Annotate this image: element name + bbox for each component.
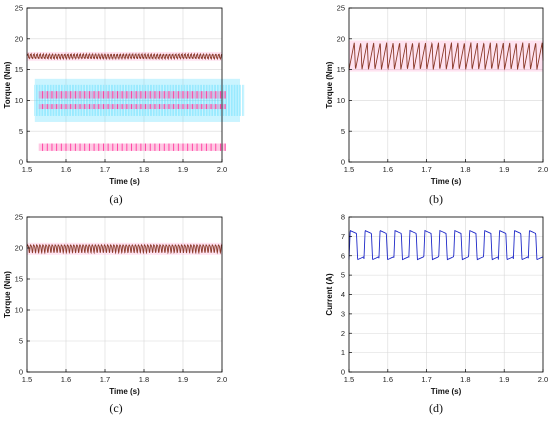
y-tick-label: 0 <box>19 368 23 377</box>
y-axis-label: Torque (Nm) <box>3 61 12 108</box>
chart-panel-c: 1.5 1.6 1.7 1.8 1.9 2.0 0 5 10 15 20 25 Time (s) Torq… <box>3 213 227 415</box>
x-axis-label: Time (s) <box>431 177 462 186</box>
series-band <box>27 51 222 61</box>
y-tick-label: 6 <box>341 251 345 260</box>
chart-panel-b: 1.5 1.6 1.7 1.8 1.9 2.0 0 5 10 15 20 25 Time (s) Torq… <box>325 4 548 206</box>
x-tick-label: 2.0 <box>217 165 227 174</box>
y-tick-label: 25 <box>15 213 23 222</box>
x-tick-label: 1.6 <box>61 165 71 174</box>
x-tick-label: 1.5 <box>22 165 32 174</box>
plot-area <box>349 8 543 162</box>
y-tick-label: 10 <box>337 96 345 105</box>
x-tick-label: 2.0 <box>538 375 548 384</box>
y-tick-label: 20 <box>15 244 23 253</box>
plot-area <box>27 217 222 372</box>
y-tick-label: 10 <box>15 306 23 315</box>
x-tick-label: 2.0 <box>217 375 227 384</box>
y-tick-label: 8 <box>341 213 345 222</box>
y-tick-label: 4 <box>341 290 345 299</box>
series-line-a <box>26 52 223 61</box>
x-tick-label: 1.8 <box>460 165 470 174</box>
y-tick-label: 25 <box>15 4 23 13</box>
x-tick-label: 2.0 <box>538 165 548 174</box>
x-tick-label: 1.9 <box>178 375 188 384</box>
y-tick-label: 2 <box>341 329 345 338</box>
x-tick-label: 1.7 <box>421 375 431 384</box>
chart-panel-a: 1.5 1.6 1.7 1.8 1.9 2.0 0 5 10 15 20 25 Time (s) Torq… <box>3 4 245 206</box>
y-tick-label: 20 <box>337 34 345 43</box>
x-tick-label: 1.5 <box>344 375 354 384</box>
x-tick-label: 1.9 <box>499 165 509 174</box>
x-axis-label: Time (s) <box>109 177 140 186</box>
y-axis-label: Torque (Nm) <box>3 271 12 318</box>
y-tick-label: 3 <box>341 309 345 318</box>
y-tick-label: 0 <box>341 158 345 167</box>
x-axis-label: Time (s) <box>431 387 462 396</box>
series-line-c <box>26 243 223 255</box>
y-tick-label: 5 <box>341 127 345 136</box>
y-tick-label: 1 <box>341 348 345 357</box>
y-tick-label: 0 <box>19 158 23 167</box>
x-tick-label: 1.6 <box>383 165 393 174</box>
plot-frame <box>26 7 223 163</box>
x-tick-label: 1.8 <box>139 375 149 384</box>
y-axis-label: Torque (Nm) <box>325 61 334 108</box>
series-line-d <box>348 229 544 261</box>
y-tick-label: 20 <box>15 34 23 43</box>
x-tick-label: 1.7 <box>100 165 110 174</box>
x-tick-label: 1.5 <box>22 375 32 384</box>
x-tick-label: 1.8 <box>460 375 470 384</box>
x-tick-label: 1.7 <box>100 375 110 384</box>
x-tick-label: 1.5 <box>344 165 354 174</box>
y-tick-label: 15 <box>15 275 23 284</box>
x-tick-label: 1.6 <box>61 375 71 384</box>
x-tick-label: 1.8 <box>139 165 149 174</box>
series-line-b <box>348 41 544 71</box>
panel-caption: (a) <box>109 192 122 206</box>
x-tick-label: 1.9 <box>499 375 509 384</box>
y-tick-label: 5 <box>341 271 345 280</box>
y-tick-label: 5 <box>19 127 23 136</box>
panel-caption: (b) <box>429 192 443 206</box>
y-tick-label: 25 <box>337 4 345 13</box>
y-tick-label: 0 <box>341 368 345 377</box>
y-tick-label: 5 <box>19 337 23 346</box>
plot-frame <box>26 216 223 373</box>
plot-area <box>27 8 222 162</box>
panel-caption: (c) <box>109 401 122 415</box>
y-tick-label: 7 <box>341 232 345 241</box>
plot-frame <box>348 7 544 163</box>
y-tick-label: 10 <box>15 96 23 105</box>
x-tick-label: 1.7 <box>421 165 431 174</box>
x-axis-label: Time (s) <box>109 387 140 396</box>
y-tick-label: 15 <box>337 65 345 74</box>
overlay-band <box>38 104 227 110</box>
x-tick-label: 1.6 <box>383 375 393 384</box>
panel-caption: (d) <box>429 401 443 415</box>
x-tick-label: 1.9 <box>178 165 188 174</box>
overlay-band <box>38 143 227 151</box>
chart-panel-d: 1.5 1.6 1.7 1.8 1.9 2.0 0 1 2 3 4 5 6 7 8 Time (s) Curre… <box>325 213 548 415</box>
y-axis-label: Current (A) <box>325 273 334 316</box>
overlay-band <box>34 78 240 122</box>
y-tick-label: 15 <box>15 65 23 74</box>
overlay-band <box>38 91 227 99</box>
